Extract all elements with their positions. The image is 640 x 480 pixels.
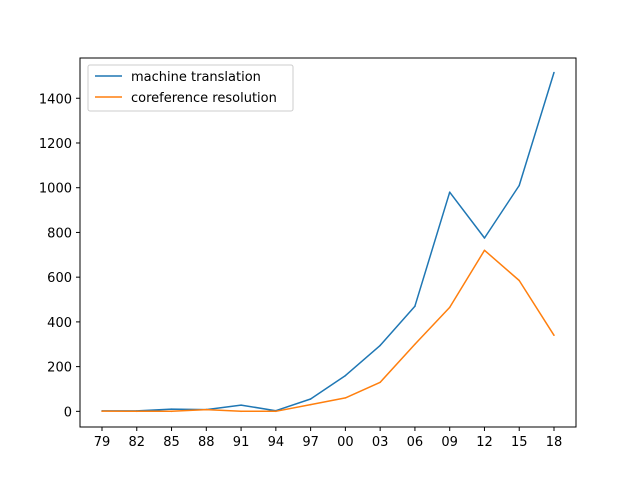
data-point-machine-translation-18 bbox=[553, 71, 555, 74]
x-tick-label-03: 03 bbox=[372, 435, 389, 450]
legend-label-machine-translation: machine translation bbox=[131, 70, 261, 85]
x-axis: 79 82 85 88 91 94 97 00 03 06 09 12 15 18 bbox=[94, 427, 563, 450]
data-point-coreference-resolution-06 bbox=[414, 343, 416, 346]
legend-label-coreference-resolution: coreference resolution bbox=[131, 91, 277, 106]
x-tick-label-85: 85 bbox=[163, 435, 180, 450]
x-tick-label-79: 79 bbox=[94, 435, 111, 450]
series-line-coreference-resolution bbox=[101, 249, 555, 413]
data-point-machine-translation-00 bbox=[344, 374, 347, 377]
x-tick-label-82: 82 bbox=[128, 435, 145, 450]
data-point-coreference-resolution-91 bbox=[240, 410, 242, 413]
y-tick-label-1400: 1400 bbox=[39, 92, 72, 107]
x-tick-label-88: 88 bbox=[198, 435, 215, 450]
x-tick-label-94: 94 bbox=[268, 435, 285, 450]
series-line-machine-translation bbox=[102, 72, 555, 412]
data-point-coreference-resolution-09 bbox=[448, 306, 451, 309]
legend: machine translation coreference resoluti… bbox=[87, 64, 294, 112]
data-point-machine-translation-03 bbox=[379, 344, 381, 347]
x-tick-label-12: 12 bbox=[476, 435, 493, 450]
y-tick-label-400: 400 bbox=[47, 316, 72, 331]
series-layer bbox=[101, 71, 555, 413]
data-point-machine-translation-06 bbox=[414, 305, 416, 307]
x-tick-label-15: 15 bbox=[511, 435, 528, 450]
data-point-coreference-resolution-85 bbox=[170, 410, 173, 413]
data-point-coreference-resolution-82 bbox=[136, 410, 138, 413]
x-tick-label-91: 91 bbox=[233, 435, 250, 450]
x-tick-label-06: 06 bbox=[407, 435, 424, 450]
data-point-coreference-resolution-03 bbox=[379, 381, 381, 384]
legend-box bbox=[87, 64, 294, 112]
data-point-machine-translation-12 bbox=[483, 237, 486, 239]
y-tick-label-1000: 1000 bbox=[39, 182, 72, 197]
data-point-coreference-resolution-79 bbox=[101, 410, 103, 412]
data-point-machine-translation-15 bbox=[518, 184, 520, 187]
data-point-machine-translation-85 bbox=[170, 408, 173, 410]
data-point-machine-translation-09 bbox=[448, 191, 451, 193]
data-point-coreference-resolution-15 bbox=[518, 279, 520, 282]
y-axis: 0 200 400 600 800 1000 1200 1400 bbox=[39, 92, 80, 420]
y-tick-label-0: 0 bbox=[64, 405, 72, 420]
data-point-coreference-resolution-97 bbox=[309, 403, 312, 406]
y-tick-label-200: 200 bbox=[47, 361, 72, 376]
data-point-coreference-resolution-18 bbox=[553, 334, 555, 337]
x-tick-label-00: 00 bbox=[337, 435, 354, 450]
y-tick-label-1200: 1200 bbox=[39, 137, 72, 152]
data-point-coreference-resolution-94 bbox=[275, 410, 277, 413]
data-point-coreference-resolution-88 bbox=[205, 408, 208, 411]
x-tick-label-18: 18 bbox=[546, 435, 563, 450]
data-point-coreference-resolution-00 bbox=[344, 397, 347, 399]
y-tick-label-600: 600 bbox=[47, 271, 72, 286]
data-point-coreference-resolution-12 bbox=[483, 249, 486, 252]
x-tick-label-97: 97 bbox=[302, 435, 319, 450]
data-point-machine-translation-97 bbox=[309, 398, 312, 400]
x-tick-label-09: 09 bbox=[441, 435, 458, 450]
data-point-machine-translation-91 bbox=[240, 404, 242, 406]
y-tick-label-800: 800 bbox=[47, 226, 72, 241]
plot-frame bbox=[79, 57, 577, 428]
